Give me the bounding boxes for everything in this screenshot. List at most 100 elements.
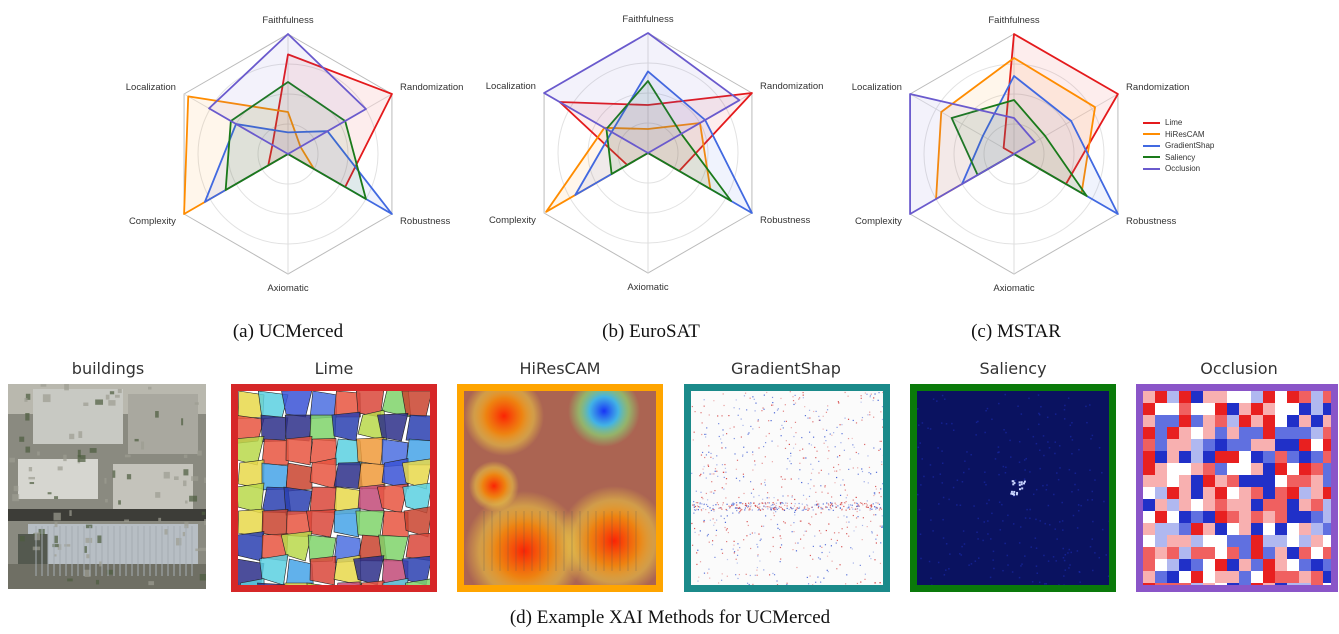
saliency-pixel xyxy=(1018,542,1021,544)
shap-pixel xyxy=(704,456,706,459)
shap-pixel xyxy=(867,482,869,484)
shap-pixel xyxy=(876,506,878,509)
shap-pixel xyxy=(714,470,717,472)
shap-pixel xyxy=(860,397,862,399)
shap-pixel xyxy=(828,504,830,506)
shap-pixel xyxy=(843,505,845,508)
shap-pixel xyxy=(821,507,823,509)
shap-pixel xyxy=(860,395,862,397)
shap-pixel xyxy=(826,502,828,504)
radar-axis-label-faithfulness: Faithfulness xyxy=(262,15,313,26)
shap-pixel xyxy=(874,506,876,508)
occlusion-cell xyxy=(1203,559,1215,571)
shap-pixel xyxy=(799,449,801,452)
shap-pixel xyxy=(804,415,807,417)
saliency-pixel xyxy=(982,539,984,542)
shap-pixel xyxy=(720,438,722,440)
shap-pixel xyxy=(718,423,720,425)
shap-pixel xyxy=(875,502,877,504)
shap-pixel xyxy=(831,502,833,504)
shap-pixel xyxy=(761,525,763,527)
shap-pixel xyxy=(740,436,742,438)
occlusion-cell xyxy=(1287,475,1299,487)
lime-superpixel xyxy=(356,437,385,466)
saliency-pixel xyxy=(1012,523,1015,525)
photo-speck xyxy=(175,537,182,546)
shap-pixel xyxy=(836,539,838,542)
shap-pixel xyxy=(812,545,814,547)
shap-pixel xyxy=(718,435,720,438)
shap-pixel xyxy=(741,508,743,511)
occlusion-cell xyxy=(1179,547,1191,559)
occlusion-cell xyxy=(1263,439,1275,451)
saliency-pixel xyxy=(1071,491,1073,493)
saliency-pixel xyxy=(1035,547,1038,549)
shap-pixel xyxy=(725,478,728,480)
saliency-pixel xyxy=(963,543,966,545)
shap-pixel xyxy=(809,488,811,490)
shap-pixel xyxy=(839,424,841,426)
shap-pixel xyxy=(708,414,710,416)
shap-pixel xyxy=(792,549,794,551)
shap-pixel xyxy=(739,510,741,513)
occlusion-cell xyxy=(1215,523,1227,535)
shap-pixel xyxy=(774,508,776,511)
photo-speck xyxy=(86,554,90,559)
shap-pixel xyxy=(823,442,825,444)
shap-pixel xyxy=(874,559,876,561)
shap-pixel xyxy=(822,508,824,510)
panel-saliency-image xyxy=(910,384,1116,592)
occlusion-cell xyxy=(1263,499,1275,511)
occlusion-cell xyxy=(1143,403,1155,415)
shap-pixel xyxy=(693,506,695,508)
saliency-pixel xyxy=(1071,439,1074,441)
shap-pixel xyxy=(782,410,785,412)
shap-pixel xyxy=(818,530,821,532)
shap-pixel xyxy=(764,484,766,486)
lime-superpixel xyxy=(333,507,361,538)
occlusion-cell xyxy=(1263,547,1275,559)
occlusion-cell xyxy=(1251,391,1263,403)
occlusion-cell xyxy=(1287,463,1299,475)
occlusion-cell xyxy=(1323,535,1331,547)
shap-pixel xyxy=(880,495,882,498)
shap-pixel xyxy=(776,584,779,585)
lime-superpixel xyxy=(309,555,337,585)
saliency-hotspot xyxy=(1011,493,1014,496)
shap-pixel xyxy=(835,506,837,508)
shap-pixel xyxy=(743,395,746,397)
shap-pixel xyxy=(762,407,764,409)
occlusion-cell xyxy=(1311,559,1323,571)
shap-pixel xyxy=(822,415,824,417)
shap-pixel xyxy=(880,508,883,510)
shap-pixel xyxy=(818,460,820,463)
shap-pixel xyxy=(709,507,711,509)
shap-pixel xyxy=(745,573,747,575)
occlusion-cell xyxy=(1227,427,1239,439)
shap-pixel xyxy=(691,522,693,525)
saliency-pixel xyxy=(1046,484,1048,486)
shap-pixel xyxy=(841,509,843,511)
lime-superpixel xyxy=(401,391,430,418)
saliency-pixel xyxy=(1023,478,1026,480)
shap-pixel xyxy=(714,522,716,524)
shap-pixel xyxy=(770,518,772,521)
shap-pixel xyxy=(749,533,751,535)
saliency-pixel xyxy=(990,538,992,540)
shap-pixel xyxy=(745,504,747,506)
shap-pixel xyxy=(729,427,731,430)
shap-pixel xyxy=(786,505,788,507)
saliency-pixel xyxy=(940,422,943,424)
shap-pixel xyxy=(750,505,752,507)
shap-pixel xyxy=(833,432,835,434)
saliency-pixel xyxy=(1059,521,1061,523)
shap-pixel xyxy=(767,508,769,510)
shap-pixel xyxy=(849,458,851,460)
saliency-pixel xyxy=(986,407,989,410)
saliency-pixel xyxy=(1054,528,1056,530)
shap-pixel xyxy=(742,476,745,478)
shap-pixel xyxy=(786,582,788,584)
saliency-pixel xyxy=(1056,472,1058,474)
shap-pixel xyxy=(868,471,870,474)
saliency-pixel xyxy=(970,453,972,456)
